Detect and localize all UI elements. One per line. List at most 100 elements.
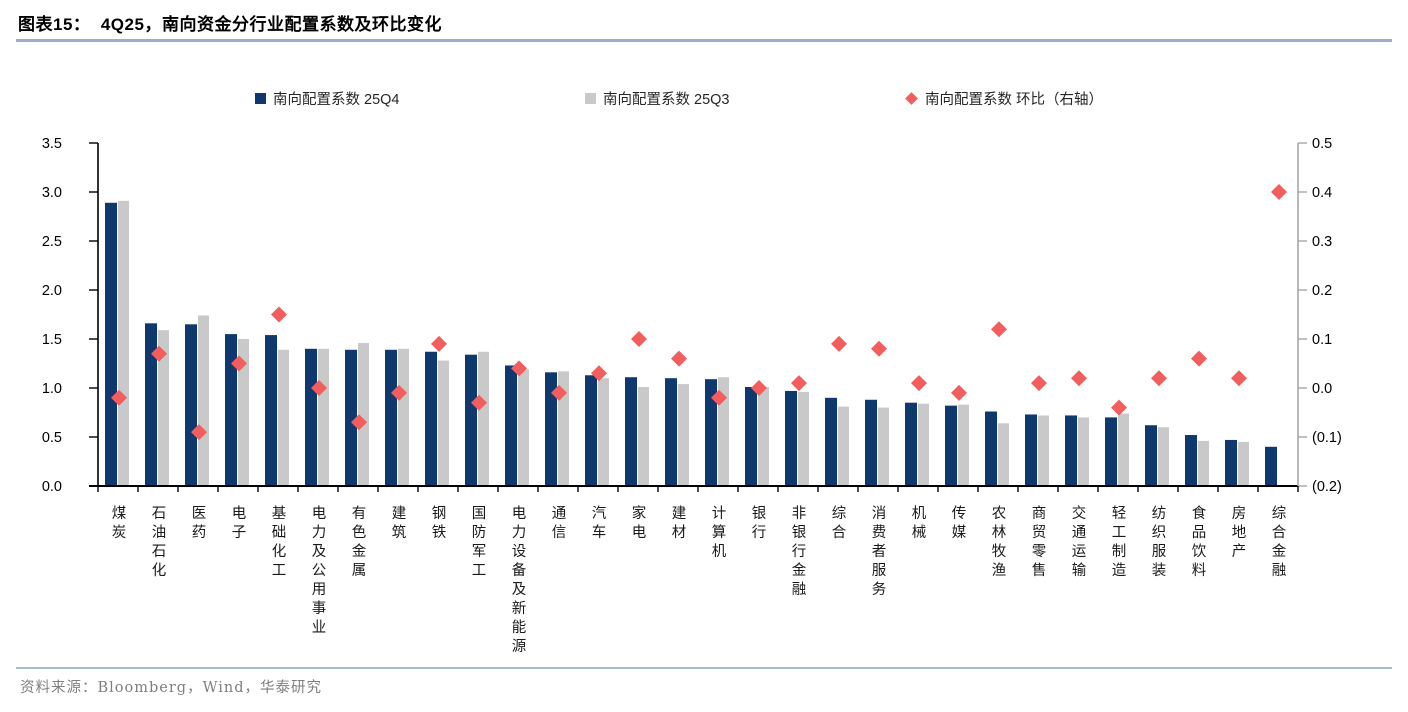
bar-q4-18: [825, 397, 837, 486]
legend-item-qoq: 南向配置系数 环比（右轴）: [905, 90, 1104, 108]
bars-q4-group: [105, 202, 1277, 486]
category-label-4: 基础化工: [272, 505, 287, 579]
qoq-diamond-22: [991, 321, 1007, 338]
qoq-diamond-14: [671, 350, 687, 367]
qoq-diamond-1: [151, 345, 167, 362]
category-label-14: 建材: [672, 505, 687, 541]
category-label-8: 钢铁: [432, 505, 447, 541]
bar-q4-24: [1065, 415, 1077, 486]
category-label-24: 交通运输: [1072, 504, 1087, 579]
bar-q4-23: [1025, 414, 1037, 486]
category-label-12: 汽车: [592, 505, 607, 541]
category-label-22: 农林牧渔: [992, 505, 1007, 579]
bar-q3-27: [1198, 440, 1209, 486]
qoq-diamond-15: [711, 389, 727, 406]
bar-q4-20: [905, 402, 917, 486]
bar-q4-3: [225, 334, 237, 486]
footer-divider: [16, 667, 1392, 669]
bar-q3-12: [598, 378, 609, 486]
category-label-21: 传媒: [952, 505, 967, 541]
left-axis-ticks-group: 0.0 0.5 1.0 1.5 2.0 2.5 3.0 3.5: [42, 136, 98, 495]
right-tick-label: 0.2: [1312, 283, 1332, 299]
qoq-diamond-12: [591, 365, 607, 382]
right-tick-label: 0.0: [1312, 381, 1332, 397]
bar-q3-20: [918, 403, 929, 486]
category-label-3: 电子: [232, 505, 247, 541]
bar-q3-15: [718, 377, 729, 486]
category-label-2: 医药: [192, 506, 207, 541]
category-label-20: 机械: [912, 505, 927, 541]
qoq-diamond-29: [1271, 184, 1287, 200]
bar-q4-7: [385, 349, 397, 486]
qoq-diamond-17: [791, 375, 807, 392]
bar-q4-0: [105, 202, 117, 486]
bar-q4-16: [745, 387, 757, 486]
bar-q4-14: [665, 378, 677, 486]
legend-label-qoq: 南向配置系数 环比（右轴）: [925, 91, 1104, 108]
qoq-diamond-4: [271, 306, 287, 323]
bar-q4-11: [545, 372, 557, 486]
legend-item-25q3: 南向配置系数 25Q3: [585, 90, 730, 108]
category-label-23: 商贸零售: [1032, 505, 1047, 579]
bar-q3-1: [158, 330, 169, 486]
bar-q3-25: [1118, 413, 1129, 486]
qoq-diamond-21: [951, 384, 967, 401]
bar-q3-0: [118, 200, 129, 486]
bar-q3-10: [518, 369, 529, 486]
bar-q4-2: [185, 324, 197, 486]
category-label-27: 食品饮料: [1192, 505, 1207, 579]
bar-q3-5: [318, 348, 329, 486]
x-axis-ticks-group: [97, 486, 1299, 492]
category-label-16: 银行: [752, 505, 767, 541]
qoq-diamond-5: [311, 380, 327, 396]
category-label-18: 综合: [832, 505, 847, 541]
left-tick-label: 0.5: [42, 430, 62, 446]
bar-q3-24: [1078, 417, 1089, 486]
left-tick-label: 1.0: [42, 381, 62, 397]
bar-q4-21: [945, 405, 957, 486]
category-label-11: 通信: [552, 505, 567, 541]
bar-q3-3: [238, 339, 249, 486]
category-label-25: 轻工制造: [1112, 505, 1127, 579]
qoq-diamond-23: [1031, 375, 1047, 392]
bar-q4-12: [585, 375, 597, 486]
bar-q4-13: [625, 377, 637, 486]
bar-q3-21: [958, 404, 969, 486]
bar-q4-17: [785, 390, 797, 486]
bar-q4-6: [345, 349, 357, 486]
source-note: 资料来源：Bloomberg，Wind，华泰研究: [20, 680, 322, 696]
qoq-diamond-3: [231, 355, 247, 372]
qoq-diamond-6: [351, 414, 367, 431]
left-tick-label: 0.0: [42, 479, 62, 495]
left-tick-label: 3.0: [42, 185, 62, 201]
bar-q3-11: [558, 371, 569, 486]
category-label-29: 综合金融: [1272, 505, 1287, 579]
category-label-10: 电力设备及新能源: [512, 505, 527, 655]
qoq-diamond-20: [911, 375, 927, 392]
bar-q4-28: [1225, 439, 1237, 486]
title-divider: [16, 39, 1392, 42]
bar-q3-18: [838, 406, 849, 486]
category-label-7: 建筑: [392, 505, 407, 541]
bars-q3-group: [118, 200, 1249, 486]
category-label-17: 非银行金融: [792, 505, 807, 598]
category-label-9: 国防军工: [472, 506, 487, 579]
qoq-diamond-25: [1111, 399, 1127, 416]
bar-q3-2: [198, 315, 209, 486]
right-tick-label: 0.5: [1312, 136, 1332, 152]
category-label-15: 计算机: [712, 505, 727, 560]
category-label-5: 电力及公用事业: [312, 505, 327, 636]
bar-q3-22: [998, 423, 1009, 486]
bar-q3-8: [438, 360, 449, 486]
category-label-1: 石油石化: [152, 506, 167, 579]
qoq-diamond-16: [751, 380, 767, 396]
bar-q3-14: [678, 384, 689, 486]
axes-group: [89, 143, 1299, 487]
qoq-diamond-11: [551, 384, 567, 401]
bar-q4-25: [1105, 417, 1117, 486]
left-tick-label: 2.0: [42, 283, 62, 299]
qoq-diamond-7: [391, 384, 407, 401]
right-tick-label: 0.1: [1312, 332, 1332, 348]
